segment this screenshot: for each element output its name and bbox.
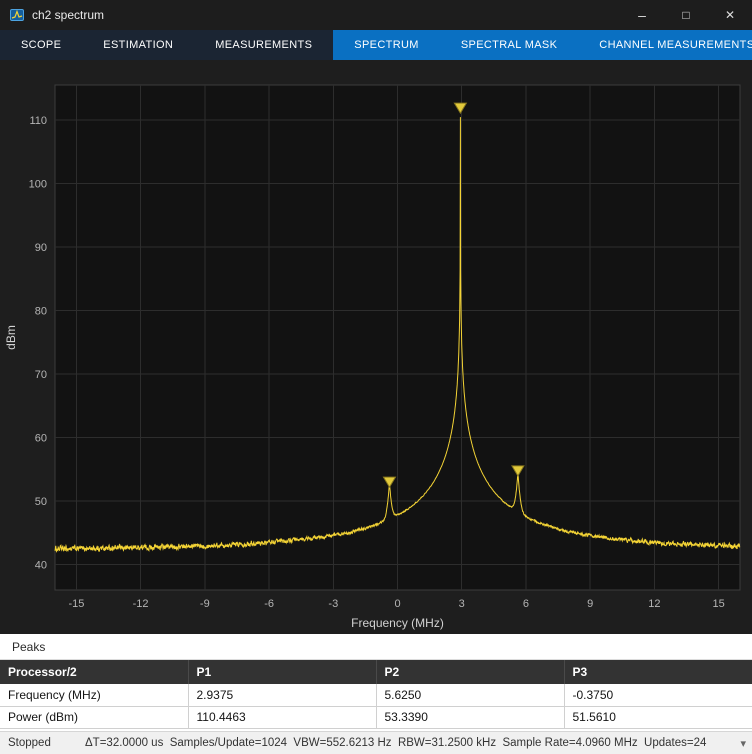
svg-text:110: 110: [29, 115, 47, 127]
window-title: ch2 spectrum: [32, 8, 105, 22]
svg-text:-6: -6: [264, 598, 274, 610]
frequency-p1: 2.9375: [188, 684, 377, 707]
tab-spectral-mask[interactable]: SPECTRAL MASK: [460, 39, 558, 51]
svg-text:dBm: dBm: [4, 325, 18, 350]
status-bar: Stopped ΔT=32.0000 us Samples/Update=102…: [0, 731, 752, 754]
peaks-table-header-row: Processor/2 P1 P2 P3: [0, 660, 752, 684]
window-controls: – □ ✕: [620, 0, 752, 30]
svg-text:15: 15: [712, 598, 724, 610]
svg-text:Frequency (MHz): Frequency (MHz): [351, 616, 444, 630]
power-p2: 53.3390: [376, 706, 565, 729]
peaks-col-channel: Processor/2: [0, 660, 189, 684]
close-button[interactable]: ✕: [708, 0, 752, 30]
tab-group-contextual: SPECTRUM SPECTRAL MASK CHANNEL MEASUREME…: [333, 30, 752, 60]
svg-text:-9: -9: [200, 598, 210, 610]
tab-channel-measurements[interactable]: CHANNEL MEASUREMENTS: [599, 39, 752, 51]
svg-text:70: 70: [35, 369, 47, 381]
svg-text:-15: -15: [68, 598, 84, 610]
maximize-button[interactable]: □: [664, 0, 708, 30]
svg-text:-12: -12: [133, 598, 149, 610]
status-stats: ΔT=32.0000 us Samples/Update=1024 VBW=55…: [85, 737, 707, 749]
panel-filler: [0, 728, 752, 731]
svg-text:0: 0: [394, 598, 400, 610]
table-row-power: Power (dBm) 110.4463 53.3390 51.5610: [0, 706, 752, 729]
tab-scope[interactable]: SCOPE: [21, 39, 62, 51]
peaks-col-p1: P1: [188, 660, 377, 684]
svg-text:60: 60: [35, 433, 47, 445]
statusbar-dropdown-icon[interactable]: ▾: [740, 737, 746, 750]
spectrum-plot-area: 40 50 60 70 80 90 100 110 -15 -12 -9 -6 -3 0 3 6 9 12 15 Fr…: [0, 60, 752, 634]
svg-text:12: 12: [648, 598, 660, 610]
minimize-button[interactable]: –: [620, 0, 664, 30]
svg-text:90: 90: [35, 242, 47, 254]
frequency-p2: 5.6250: [376, 684, 565, 707]
svg-text:9: 9: [587, 598, 593, 610]
peaks-col-p3: P3: [564, 660, 752, 684]
toolstrip-tabs: SCOPE ESTIMATION MEASUREMENTS SPECTRUM S…: [0, 30, 752, 60]
tab-measurements[interactable]: MEASUREMENTS: [215, 39, 313, 51]
status-state: Stopped: [8, 737, 51, 749]
svg-text:-3: -3: [328, 598, 338, 610]
tab-spectrum[interactable]: SPECTRUM: [354, 39, 419, 51]
svg-text:100: 100: [29, 179, 47, 191]
table-row-frequency: Frequency (MHz) 2.9375 5.6250 -0.3750: [0, 684, 752, 707]
svg-text:3: 3: [459, 598, 465, 610]
power-p3: 51.5610: [564, 706, 752, 729]
power-p1: 110.4463: [188, 706, 377, 729]
tab-group-main: SCOPE ESTIMATION MEASUREMENTS: [0, 30, 333, 60]
tab-estimation[interactable]: ESTIMATION: [103, 39, 174, 51]
row-label-power: Power (dBm): [0, 706, 189, 729]
peaks-panel-title: Peaks: [12, 639, 46, 654]
peaks-col-p2: P2: [376, 660, 565, 684]
peaks-panel-header[interactable]: Peaks: [0, 634, 752, 660]
frequency-p3: -0.3750: [564, 684, 752, 707]
spectrum-canvas[interactable]: 40 50 60 70 80 90 100 110 -15 -12 -9 -6 -3 0 3 6 9 12 15 Fr…: [0, 60, 752, 634]
svg-text:50: 50: [35, 496, 47, 508]
app-icon: [10, 8, 24, 22]
titlebar: ch2 spectrum – □ ✕: [0, 0, 752, 30]
svg-text:6: 6: [523, 598, 529, 610]
peaks-table: Processor/2 P1 P2 P3 Frequency (MHz) 2.9…: [0, 660, 752, 729]
svg-text:40: 40: [35, 560, 47, 572]
svg-text:80: 80: [35, 306, 47, 318]
row-label-frequency: Frequency (MHz): [0, 684, 189, 707]
